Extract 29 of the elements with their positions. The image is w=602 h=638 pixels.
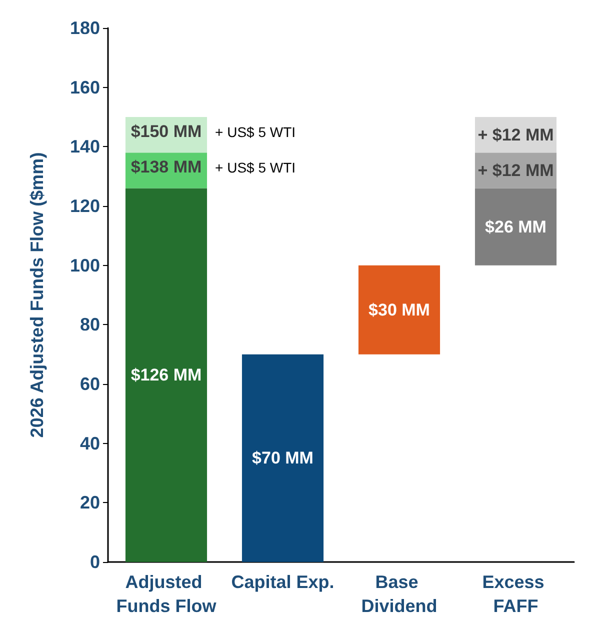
annotation: + US$ 5 WTI bbox=[215, 124, 296, 140]
y-tick-label: 20 bbox=[80, 492, 100, 513]
y-axis-title: 2026 Adjusted Funds Flow ($mm) bbox=[27, 152, 47, 438]
y-tick-label: 60 bbox=[80, 374, 100, 394]
y-tick-label: 180 bbox=[70, 18, 100, 38]
bar bbox=[125, 188, 208, 562]
bar bbox=[358, 265, 440, 354]
data-label: $30 MM bbox=[368, 300, 430, 320]
x-tick-label: Capital Exp. bbox=[231, 572, 334, 592]
y-tick-label: 120 bbox=[70, 196, 100, 216]
annotation: $150 MM bbox=[130, 122, 202, 141]
annotation: + US$ 5 WTI bbox=[215, 160, 296, 176]
x-tick-label: Excess FAFF bbox=[482, 572, 550, 616]
data-label: $70 MM bbox=[252, 448, 314, 468]
y-tick-label: 80 bbox=[80, 314, 100, 335]
x-tick-label: Base Dividend bbox=[361, 572, 438, 616]
y-tick-label: 40 bbox=[80, 433, 100, 454]
bar bbox=[242, 354, 324, 562]
data-label: + $12 MM bbox=[478, 125, 554, 144]
data-label: $26 MM bbox=[485, 217, 546, 236]
annotation: $138 MM bbox=[130, 158, 202, 177]
bar bbox=[474, 188, 557, 266]
data-label: $126 MM bbox=[130, 366, 202, 385]
y-tick-label: 0 bbox=[90, 552, 100, 572]
y-tick-label: 160 bbox=[70, 77, 100, 98]
y-tick-label: 100 bbox=[70, 255, 100, 276]
y-tick-label: 140 bbox=[70, 136, 100, 157]
data-label: + $12 MM bbox=[478, 160, 554, 180]
x-tick-label: Adjusted Funds Flow bbox=[116, 572, 218, 616]
